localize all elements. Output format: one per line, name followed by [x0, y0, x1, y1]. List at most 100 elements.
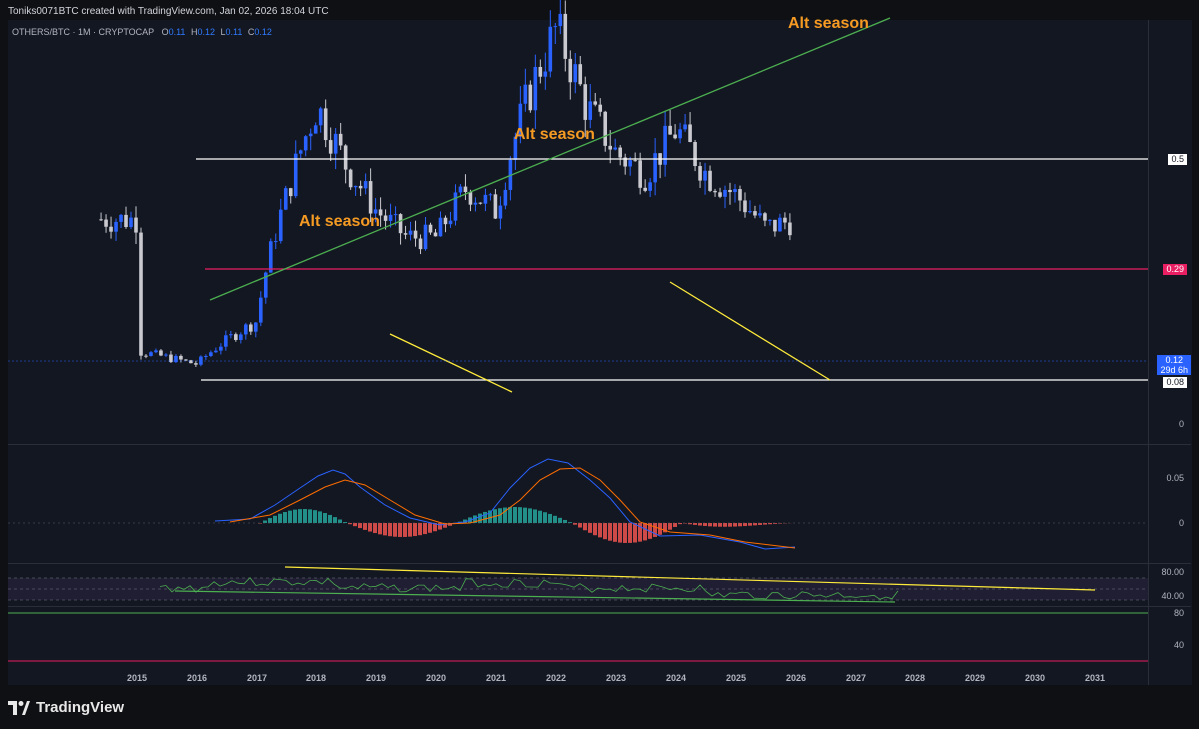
macd-histogram-bar: [678, 523, 682, 525]
candle-body: [618, 147, 622, 158]
tradingview-footer: TradingView: [8, 699, 124, 716]
macd-histogram-bar: [338, 519, 342, 523]
macd-histogram-bar: [598, 523, 602, 538]
candle-body: [373, 209, 378, 214]
macd-histogram-bar: [738, 523, 742, 527]
candle-body: [598, 104, 603, 112]
rsi-downtrend-line[interactable]: [284, 566, 1096, 591]
ohlc-high-value: 0.12: [197, 27, 215, 37]
candle-body: [638, 160, 642, 188]
candle-body: [733, 189, 737, 193]
candle-body: [184, 359, 188, 361]
x-axis-label: 2016: [186, 673, 208, 683]
macd-histogram-bar: [428, 523, 432, 533]
candle-body: [433, 232, 438, 237]
candle-body: [513, 136, 518, 160]
candle-body: [308, 133, 313, 137]
candle-body: [363, 181, 368, 189]
macd-histogram-bar: [558, 517, 562, 523]
candle-body: [703, 170, 707, 181]
candle-body: [538, 66, 543, 77]
macd-histogram-bar: [313, 510, 317, 523]
pane-separator-osc[interactable]: [8, 606, 1191, 607]
candle-body: [418, 238, 423, 250]
macd-histogram-bar: [393, 523, 397, 537]
macd-histogram-bar: [748, 523, 752, 526]
candle-body: [458, 186, 463, 193]
candle-body: [323, 108, 328, 141]
annotation-alt-season-2017[interactable]: Alt season: [299, 213, 380, 230]
ohlc-low-key: L: [220, 27, 226, 37]
macd-histogram-bar: [383, 523, 387, 536]
candle-body: [453, 192, 458, 221]
candle-body: [149, 352, 153, 356]
macd-histogram-bar: [423, 523, 427, 535]
macd-histogram-bar: [483, 511, 487, 523]
downtrend-line-2019[interactable]: [389, 333, 513, 393]
candle-body: [358, 185, 363, 189]
macd-histogram-bar: [288, 510, 292, 523]
macd-histogram-bar: [513, 507, 517, 523]
macd-histogram-bar: [373, 523, 377, 534]
candle-body: [668, 125, 672, 135]
x-axis-label: 2024: [665, 673, 687, 683]
annotation-alt-season-2021[interactable]: Alt season: [514, 126, 595, 143]
candle-body: [423, 224, 428, 250]
candle-body: [663, 125, 667, 165]
macd-histogram-bar: [488, 510, 492, 523]
price-scale[interactable]: [1148, 20, 1192, 685]
macd-histogram-bar: [528, 508, 532, 523]
candle-body: [234, 334, 238, 340]
macd-histogram-bar: [273, 515, 277, 523]
x-axis-label: 2022: [545, 673, 567, 683]
annotation-alt-season-future[interactable]: Alt season: [788, 15, 869, 32]
pane-separator-rsi[interactable]: [8, 563, 1191, 564]
ohlc-high-key: H: [190, 27, 198, 37]
candle-body: [468, 192, 473, 205]
pane-separator-macd[interactable]: [8, 444, 1191, 445]
macd-histogram-bar: [593, 523, 597, 536]
candle-body: [588, 101, 593, 120]
candle-body: [483, 194, 488, 204]
candle-body: [338, 133, 343, 146]
macd-label-top: 0.05: [1166, 473, 1184, 483]
uptrend-line[interactable]: [209, 17, 891, 301]
candle-body: [388, 214, 393, 221]
macd-histogram-bar: [413, 523, 417, 537]
rsi-line: [159, 577, 899, 600]
macd-histogram-bar: [548, 513, 552, 523]
macd-histogram-bar: [553, 515, 557, 523]
candle-body: [283, 188, 288, 210]
rsi-support-line[interactable]: [174, 590, 896, 603]
macd-histogram-bar: [773, 523, 777, 524]
candle-body: [438, 217, 443, 237]
macd-histogram-bar: [533, 509, 537, 523]
macd-histogram-bar: [643, 523, 647, 541]
candle-body: [353, 185, 358, 188]
downtrend-line-2024[interactable]: [669, 281, 831, 381]
macd-histogram-bar: [438, 523, 442, 530]
candle-body: [413, 230, 418, 239]
macd-histogram-bar: [353, 523, 357, 527]
candle-body: [313, 125, 318, 134]
candle-body: [288, 188, 293, 197]
candle-body: [114, 221, 118, 232]
symbol-label: OTHERS/BTC · 1M · CRYPTOCAP: [12, 27, 155, 37]
candle-body: [214, 350, 218, 353]
candle-body: [653, 153, 657, 183]
chart-area[interactable]: [8, 20, 1148, 685]
x-axis-label: 2015: [126, 673, 148, 683]
candle-body: [209, 352, 213, 356]
candle-body: [109, 226, 113, 232]
price-label-zero: 0: [1178, 419, 1184, 429]
candle-body: [204, 355, 208, 357]
macd-histogram-bar: [713, 523, 717, 527]
candle-body: [593, 101, 598, 105]
candle-body: [368, 181, 373, 214]
candle-body: [448, 220, 453, 225]
candle-body: [119, 214, 123, 222]
candle-body: [523, 84, 528, 104]
candle-body: [688, 124, 692, 142]
macd-histogram-bar: [518, 507, 522, 523]
ohlc-low-value: 0.11: [225, 27, 243, 37]
